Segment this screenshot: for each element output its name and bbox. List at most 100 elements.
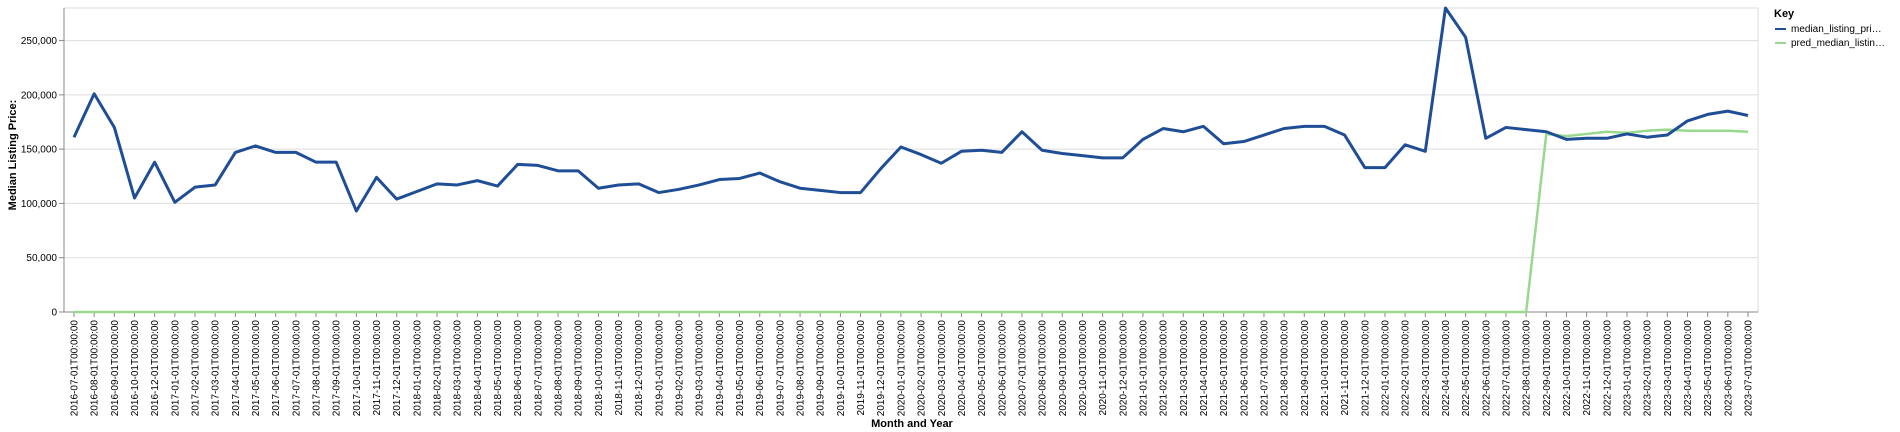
x-tick-label: 2018-02-01T00:00:00 xyxy=(433,320,444,417)
x-tick-label: 2019-04-01T00:00:00 xyxy=(715,320,726,417)
y-axis-title: Median Listing Price: xyxy=(7,100,19,211)
series-line-median-listing-price xyxy=(72,6,1749,213)
x-tick-label: 2022-02-01T00:00:00 xyxy=(1401,320,1412,417)
y-tick-label: 250,000 xyxy=(21,36,58,47)
x-tick-label: 2021-09-01T00:00:00 xyxy=(1300,320,1311,417)
x-tick-label: 2018-07-01T00:00:00 xyxy=(533,320,544,417)
x-tick-label: 2020-09-01T00:00:00 xyxy=(1058,320,1069,417)
plot-frame xyxy=(63,7,1759,313)
x-tick-label: 2022-09-01T00:00:00 xyxy=(1542,320,1553,417)
x-tick-label: 2020-01-01T00:00:00 xyxy=(896,320,907,417)
x-tick-label: 2017-02-01T00:00:00 xyxy=(191,320,202,417)
x-tick-label: 2017-03-01T00:00:00 xyxy=(211,320,222,417)
x-tick-label: 2017-05-01T00:00:00 xyxy=(251,320,262,417)
x-tick-label: 2019-11-01T00:00:00 xyxy=(856,320,867,416)
series-lines xyxy=(72,6,1749,314)
x-tick-label: 2018-12-01T00:00:00 xyxy=(634,320,645,417)
x-tick-label: 2021-12-01T00:00:00 xyxy=(1360,320,1371,417)
x-tick-label: 2016-09-01T00:00:00 xyxy=(110,320,121,417)
x-tick-label: 2020-12-01T00:00:00 xyxy=(1118,320,1129,417)
x-tick-label: 2023-04-01T00:00:00 xyxy=(1683,320,1694,417)
x-tick-label: 2017-11-01T00:00:00 xyxy=(372,320,383,416)
x-tick-label: 2020-07-01T00:00:00 xyxy=(1017,320,1028,417)
x-tick-label: 2020-02-01T00:00:00 xyxy=(917,320,928,417)
x-tick-label: 2022-08-01T00:00:00 xyxy=(1522,320,1533,417)
x-tick-label: 2021-07-01T00:00:00 xyxy=(1259,320,1270,417)
x-tick-label: 2019-02-01T00:00:00 xyxy=(675,320,686,417)
x-tick-label: 2018-06-01T00:00:00 xyxy=(513,320,524,417)
x-tick-label: 2017-09-01T00:00:00 xyxy=(332,320,343,417)
x-tick-label: 2020-04-01T00:00:00 xyxy=(957,320,968,417)
x-tick-label: 2016-08-01T00:00:00 xyxy=(90,320,101,417)
x-tick-label: 2022-06-01T00:00:00 xyxy=(1481,320,1492,417)
x-tick-label: 2022-05-01T00:00:00 xyxy=(1461,320,1472,417)
x-tick-label: 2023-03-01T00:00:00 xyxy=(1663,320,1674,417)
x-tick-label: 2021-05-01T00:00:00 xyxy=(1219,320,1230,417)
axes: 0 50,000 100,000 150,000 200,000 250,000 2016-… xyxy=(21,8,1758,416)
x-tick-label: 2022-11-01T00:00:00 xyxy=(1582,320,1593,416)
x-tick-label: 2017-06-01T00:00:00 xyxy=(271,320,282,417)
x-tick-label: 2016-07-01T00:00:00 xyxy=(70,320,81,417)
x-tick-label: 2023-05-01T00:00:00 xyxy=(1703,320,1714,417)
x-tick-label: 2023-01-01T00:00:00 xyxy=(1622,320,1633,417)
x-tick-label: 2018-05-01T00:00:00 xyxy=(493,320,504,417)
y-tick-label: 200,000 xyxy=(21,90,58,101)
series-line-pred-median-listing-price xyxy=(74,128,1749,314)
y-tick-label: 0 xyxy=(51,308,57,319)
x-tick-label: 2018-01-01T00:00:00 xyxy=(412,320,423,417)
x-tick-label: 2017-07-01T00:00:00 xyxy=(291,320,302,417)
x-tick-label: 2021-04-01T00:00:00 xyxy=(1199,320,1210,417)
x-tick-label: 2017-04-01T00:00:00 xyxy=(231,320,242,417)
x-tick-label: 2017-01-01T00:00:00 xyxy=(170,320,181,417)
x-tick-label: 2018-08-01T00:00:00 xyxy=(554,320,565,417)
x-tick-label: 2021-03-01T00:00:00 xyxy=(1179,320,1190,417)
x-tick-label: 2022-04-01T00:00:00 xyxy=(1441,320,1452,417)
x-tick-label: 2021-02-01T00:00:00 xyxy=(1159,320,1170,417)
x-tick-label: 2018-10-01T00:00:00 xyxy=(594,320,605,417)
x-tick-label: 2018-03-01T00:00:00 xyxy=(453,320,464,417)
x-tick-label: 2021-10-01T00:00:00 xyxy=(1320,320,1331,417)
x-tick-label: 2021-08-01T00:00:00 xyxy=(1280,320,1291,417)
x-axis-title: Month and Year xyxy=(871,418,953,430)
x-tick-label: 2019-07-01T00:00:00 xyxy=(775,320,786,417)
y-tick-label: 150,000 xyxy=(21,145,58,156)
x-tick-label: 2022-10-01T00:00:00 xyxy=(1562,320,1573,417)
x-tick-label: 2019-06-01T00:00:00 xyxy=(755,320,766,417)
x-tick-label: 2016-12-01T00:00:00 xyxy=(150,320,161,417)
legend-label-median: median_listing_pri… xyxy=(1791,24,1882,35)
x-tick-label: 2019-03-01T00:00:00 xyxy=(695,320,706,417)
x-tick-label: 2023-02-01T00:00:00 xyxy=(1643,320,1654,417)
x-tick-label: 2019-05-01T00:00:00 xyxy=(735,320,746,417)
x-tick-label: 2018-04-01T00:00:00 xyxy=(473,320,484,417)
x-tick-label: 2018-11-01T00:00:00 xyxy=(614,320,625,416)
x-tick-label: 2021-01-01T00:00:00 xyxy=(1138,320,1149,417)
x-tick-label: 2019-09-01T00:00:00 xyxy=(816,320,827,417)
x-tick-label: 2021-11-01T00:00:00 xyxy=(1340,320,1351,416)
x-tick-label: 2020-10-01T00:00:00 xyxy=(1078,320,1089,417)
x-tick-label: 2019-10-01T00:00:00 xyxy=(836,320,847,417)
x-tick-label: 2017-08-01T00:00:00 xyxy=(312,320,323,417)
legend-title: Key xyxy=(1774,8,1795,20)
legend: Key median_listing_pri… pred_median_list… xyxy=(1774,8,1885,49)
x-tick-label: 2020-06-01T00:00:00 xyxy=(997,320,1008,417)
x-tick-label: 2018-09-01T00:00:00 xyxy=(574,320,585,417)
x-tick-label: 2016-10-01T00:00:00 xyxy=(130,320,141,417)
x-tick-label: 2020-11-01T00:00:00 xyxy=(1098,320,1109,416)
legend-label-pred: pred_median_listin… xyxy=(1791,38,1885,49)
x-tick-label: 2021-06-01T00:00:00 xyxy=(1239,320,1250,417)
x-tick-label: 2020-03-01T00:00:00 xyxy=(937,320,948,417)
x-tick-label: 2022-07-01T00:00:00 xyxy=(1501,320,1512,417)
x-tick-label: 2022-01-01T00:00:00 xyxy=(1380,320,1391,417)
x-tick-label: 2023-07-01T00:00:00 xyxy=(1744,320,1755,417)
x-tick-label: 2019-01-01T00:00:00 xyxy=(654,320,665,417)
x-tick-label: 2019-08-01T00:00:00 xyxy=(796,320,807,417)
x-tick-label: 2022-03-01T00:00:00 xyxy=(1421,320,1432,417)
x-tick-label: 2023-06-01T00:00:00 xyxy=(1723,320,1734,417)
y-tick-label: 50,000 xyxy=(26,253,57,264)
x-tick-label: 2020-08-01T00:00:00 xyxy=(1038,320,1049,417)
x-tick-label: 2019-12-01T00:00:00 xyxy=(876,320,887,417)
x-tick-label: 2020-05-01T00:00:00 xyxy=(977,320,988,417)
y-tick-label: 100,000 xyxy=(21,199,58,210)
x-tick-label: 2022-12-01T00:00:00 xyxy=(1602,320,1613,417)
